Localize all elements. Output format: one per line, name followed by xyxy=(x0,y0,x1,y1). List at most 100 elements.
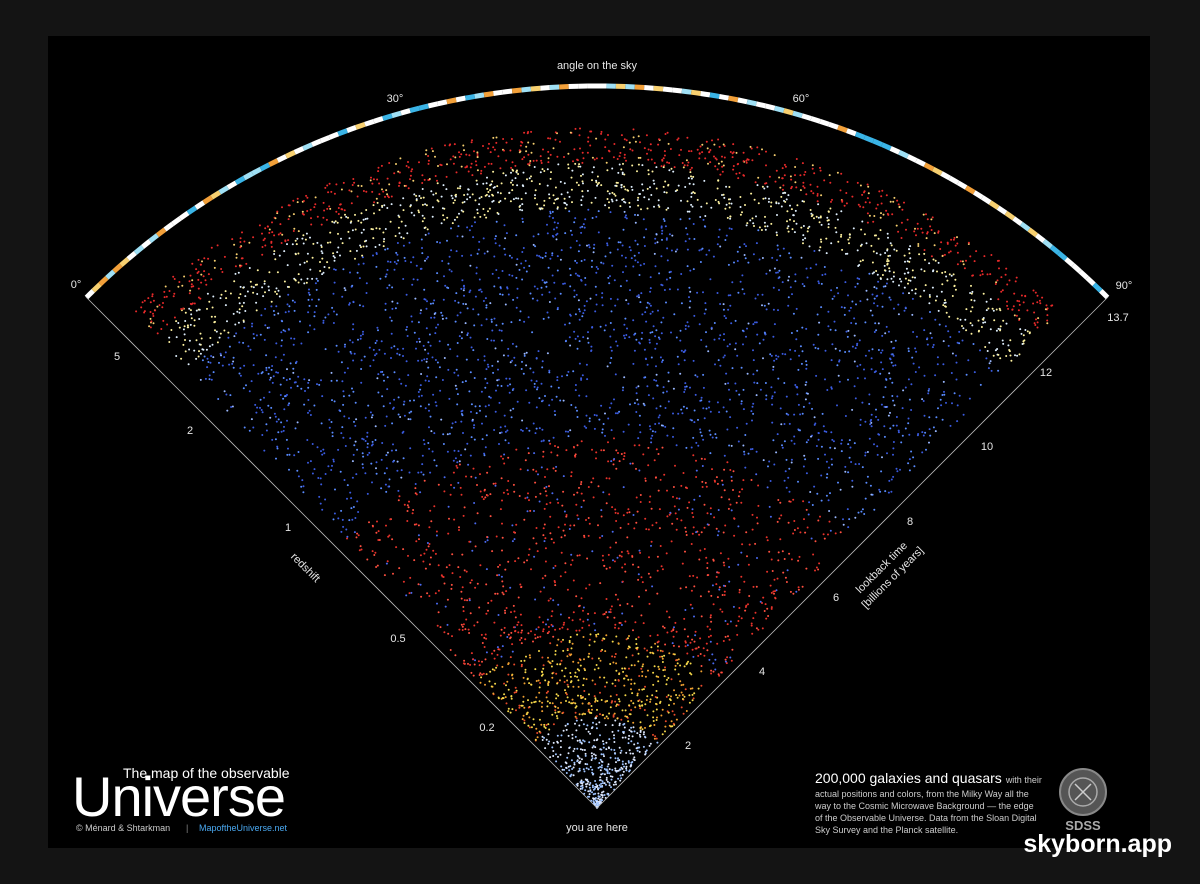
galaxy-dot xyxy=(618,554,621,557)
galaxy-dot xyxy=(733,261,735,264)
galaxy-dot xyxy=(870,244,873,247)
galaxy-dot xyxy=(273,313,276,316)
galaxy-dot xyxy=(914,292,917,295)
galaxy-dot xyxy=(600,261,603,264)
galaxy-dot xyxy=(535,680,538,682)
galaxy-dot xyxy=(288,378,291,380)
galaxy-dot xyxy=(579,741,582,743)
galaxy-dot xyxy=(753,198,756,201)
galaxy-dot xyxy=(799,174,802,177)
galaxy-dot xyxy=(662,391,665,394)
galaxy-dot xyxy=(661,361,663,363)
galaxy-dot xyxy=(672,644,675,647)
galaxy-dot xyxy=(661,661,664,663)
galaxy-dot xyxy=(599,769,602,772)
galaxy-dot xyxy=(688,217,691,220)
galaxy-dot xyxy=(649,276,652,279)
galaxy-dot xyxy=(890,340,893,343)
galaxy-dot xyxy=(666,515,669,518)
galaxy-dot xyxy=(755,585,758,588)
galaxy-dot xyxy=(587,730,590,733)
galaxy-dot xyxy=(889,254,891,257)
galaxy-dot xyxy=(613,328,615,331)
galaxy-dot xyxy=(931,346,934,349)
galaxy-dot xyxy=(570,653,573,656)
galaxy-dot xyxy=(595,635,598,638)
galaxy-dot xyxy=(742,151,745,154)
galaxy-dot xyxy=(648,338,651,341)
galaxy-dot xyxy=(135,310,138,313)
galaxy-dot xyxy=(857,511,860,514)
galaxy-dot xyxy=(793,442,796,445)
galaxy-dot xyxy=(183,325,186,328)
galaxy-dot xyxy=(645,528,648,531)
galaxy-dot xyxy=(715,476,718,479)
galaxy-dot xyxy=(276,271,279,274)
galaxy-dot xyxy=(889,358,892,361)
galaxy-dot xyxy=(584,752,587,755)
galaxy-dot xyxy=(402,403,405,406)
galaxy-dot xyxy=(709,634,712,637)
galaxy-dot xyxy=(259,333,262,336)
galaxy-dot xyxy=(596,784,599,787)
galaxy-dot xyxy=(333,192,336,195)
galaxy-dot xyxy=(352,453,355,456)
galaxy-dot xyxy=(485,415,487,418)
galaxy-dot xyxy=(927,392,930,395)
galaxy-dot xyxy=(323,452,326,455)
galaxy-dot xyxy=(690,175,692,178)
galaxy-dot xyxy=(534,245,537,248)
galaxy-dot xyxy=(642,733,645,736)
galaxy-dot xyxy=(565,515,568,518)
galaxy-dot xyxy=(909,279,912,282)
galaxy-dot xyxy=(464,380,467,383)
galaxy-dot xyxy=(688,182,691,185)
galaxy-dot xyxy=(654,347,657,350)
galaxy-dot xyxy=(622,486,625,489)
galaxy-dot xyxy=(545,281,548,284)
galaxy-dot xyxy=(949,424,952,427)
galaxy-dot xyxy=(473,424,476,427)
galaxy-dot xyxy=(597,766,600,769)
galaxy-dot xyxy=(532,537,535,540)
galaxy-dot xyxy=(750,479,753,481)
galaxy-dot xyxy=(800,256,803,259)
galaxy-dot xyxy=(384,275,387,278)
galaxy-dot xyxy=(452,201,455,204)
galaxy-dot xyxy=(539,682,542,684)
galaxy-dot xyxy=(539,155,542,158)
galaxy-dot xyxy=(503,631,506,634)
galaxy-dot xyxy=(348,394,351,397)
galaxy-dot xyxy=(633,254,636,257)
galaxy-dot xyxy=(591,746,594,749)
galaxy-dot xyxy=(461,381,464,384)
galaxy-dot xyxy=(616,158,619,160)
galaxy-dot xyxy=(702,386,705,389)
galaxy-dot xyxy=(511,524,514,527)
galaxy-dot xyxy=(587,244,590,246)
galaxy-dot xyxy=(618,722,621,725)
galaxy-dot xyxy=(483,452,486,455)
galaxy-dot xyxy=(457,374,460,377)
galaxy-dot xyxy=(424,407,427,410)
galaxy-dot xyxy=(652,325,655,328)
galaxy-dot xyxy=(349,271,351,274)
galaxy-dot xyxy=(307,298,310,301)
galaxy-dot xyxy=(528,265,531,267)
galaxy-dot xyxy=(596,183,599,186)
galaxy-dot xyxy=(451,572,454,575)
galaxy-dot xyxy=(559,399,562,402)
galaxy-dot xyxy=(362,438,365,441)
galaxy-dot xyxy=(647,464,650,467)
galaxy-dot xyxy=(390,449,393,452)
galaxy-dot xyxy=(547,316,550,319)
galaxy-dot xyxy=(674,621,677,624)
galaxy-dot xyxy=(532,468,535,471)
galaxy-dot xyxy=(847,329,850,332)
galaxy-dot xyxy=(848,456,851,459)
galaxy-dot xyxy=(884,490,887,493)
galaxy-dot xyxy=(568,528,571,530)
galaxy-dot xyxy=(231,362,234,365)
galaxy-dot xyxy=(281,233,284,236)
galaxy-dot xyxy=(804,458,807,461)
